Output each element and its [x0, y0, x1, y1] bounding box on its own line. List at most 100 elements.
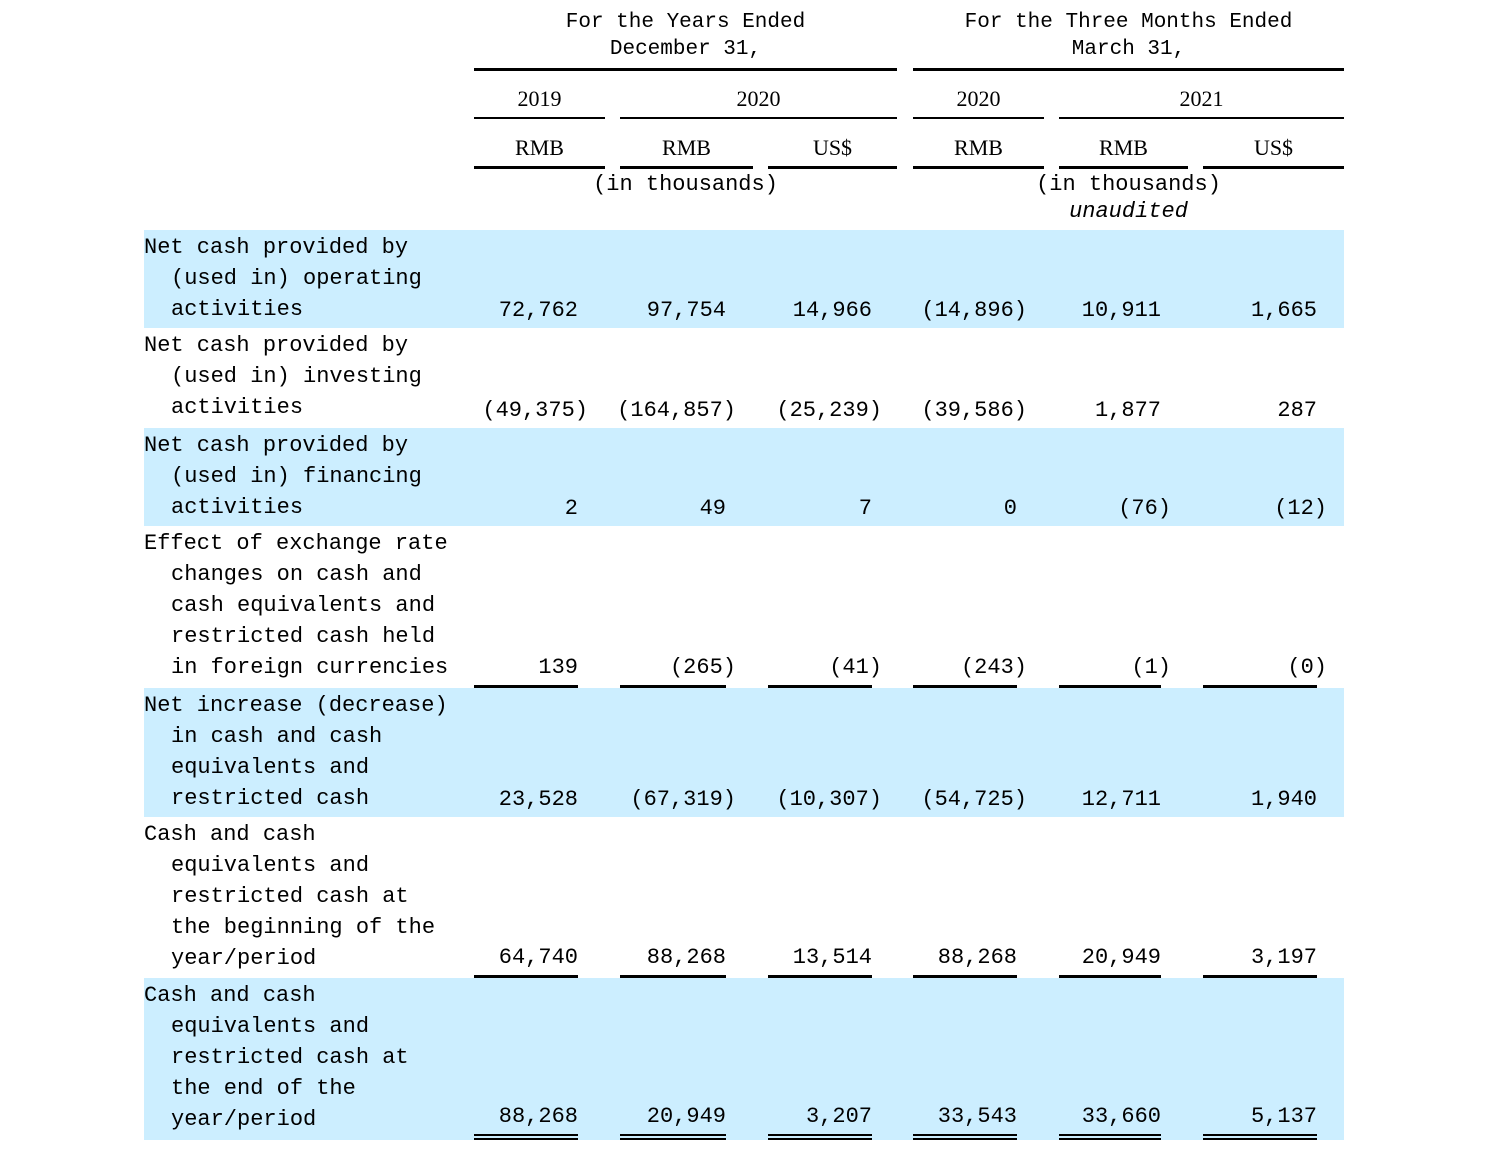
currency-rule	[474, 166, 605, 169]
cell-value: (1)	[1131, 655, 1171, 680]
cell-value: 139	[538, 655, 578, 680]
value-cell: (12)	[1203, 492, 1327, 526]
row-label: Net cash provided by (used in) financing a…	[144, 430, 422, 523]
value-cell: (54,725)	[913, 783, 1027, 817]
header-rule	[474, 68, 897, 71]
row-label-line: Net cash provided by	[144, 333, 409, 358]
cell-value: 72,762	[498, 298, 578, 323]
row-label-line: (used in) operating	[171, 266, 422, 291]
year-2020: 2020	[736, 86, 781, 111]
value-cell: 0	[913, 492, 1017, 526]
table-row: Cash and cash equivalents and restricted c…	[144, 817, 1344, 978]
value-cell: (0)	[1203, 651, 1327, 688]
table-row: Effect of exchange rate changes on cash a…	[144, 526, 1344, 688]
value-cell: 33,660	[1059, 1100, 1161, 1140]
value-cell: (49,375)	[474, 394, 588, 428]
value-cell: 1,877	[1059, 394, 1161, 428]
row-label-line: restricted cash at	[171, 1045, 409, 1070]
table-row: Net cash provided by (used in) investing a…	[144, 328, 1344, 428]
cell-value: (265)	[669, 655, 736, 680]
row-label: Net increase (decrease) in cash and cash e…	[144, 690, 448, 814]
three-months-line1: For the Three Months Ended	[964, 11, 1293, 34]
cell-value: (54,725)	[921, 787, 1027, 812]
row-label-line: equivalents and	[171, 853, 370, 878]
value-cell: (265)	[620, 651, 736, 688]
cell-value: 49	[699, 496, 726, 521]
cell-value: (76)	[1118, 496, 1171, 521]
currency-rule	[768, 166, 897, 169]
cell-value: 1,665	[1250, 298, 1317, 323]
value-cell: 2	[474, 492, 578, 526]
cell-value: 97,754	[646, 298, 726, 323]
value-cell: 7	[768, 492, 872, 526]
cell-value: 88,268	[498, 1104, 578, 1129]
currency-label: RMB	[954, 135, 1003, 160]
value-cell: 88,268	[913, 941, 1017, 978]
row-label: Cash and cash equivalents and restricted c…	[144, 980, 409, 1135]
cell-value: 33,660	[1081, 1104, 1161, 1129]
cell-value: 0	[1003, 496, 1017, 521]
value-cell: 12,711	[1059, 783, 1161, 817]
row-label-line: in foreign currencies	[171, 655, 449, 680]
currency-label: RMB	[515, 135, 564, 160]
year-2019: 2019	[517, 86, 562, 111]
cell-value: (67,319)	[630, 787, 736, 812]
value-cell: 20,949	[620, 1100, 726, 1140]
row-label-line: equivalents and	[171, 755, 370, 780]
units-note-right: (in thousands)	[1036, 172, 1221, 197]
row-label-line: Effect of exchange rate	[144, 531, 448, 556]
value-cell: 3,197	[1203, 941, 1317, 978]
cell-value: 1,877	[1094, 398, 1161, 423]
cell-value: 10,911	[1081, 298, 1161, 323]
row-label-line: activities	[171, 495, 304, 520]
cell-value: (39,586)	[921, 398, 1027, 423]
row-label-line: restricted cash at	[171, 884, 409, 909]
row-label-line: year/period	[171, 1107, 317, 1132]
row-label: Effect of exchange rate changes on cash a…	[144, 528, 448, 683]
year-rule	[474, 117, 605, 119]
value-cell: (14,896)	[913, 294, 1027, 328]
currency-rule	[913, 166, 1044, 169]
cell-value: (0)	[1287, 655, 1327, 680]
years-ended-line2: December 31,	[609, 38, 762, 61]
cell-value: (41)	[829, 655, 882, 680]
value-cell: 5,137	[1203, 1100, 1317, 1140]
row-label-line: in cash and cash	[171, 724, 383, 749]
row-label-line: activities	[171, 297, 304, 322]
row-label-line: year/period	[171, 946, 317, 971]
row-label-line: cash equivalents and	[171, 593, 436, 618]
value-cell: 13,514	[768, 941, 872, 978]
value-cell: 49	[620, 492, 726, 526]
cell-value: 1,940	[1250, 787, 1317, 812]
cell-value: 33,543	[937, 1104, 1017, 1129]
cell-value: 3,197	[1250, 945, 1317, 970]
years-ended-line1: For the Years Ended	[565, 11, 806, 34]
row-label-line: Net increase (decrease)	[144, 693, 448, 718]
currency-rule	[1203, 166, 1344, 169]
year-2021-q: 2021	[1179, 86, 1224, 111]
value-cell: 287	[1203, 394, 1317, 428]
value-cell: (10,307)	[768, 783, 882, 817]
cell-value: 20,949	[1081, 945, 1161, 970]
value-cell: 3,207	[768, 1100, 872, 1140]
row-label-line: the beginning of the	[171, 915, 436, 940]
year-2020-q: 2020	[956, 86, 1001, 111]
row-label-line: Net cash provided by	[144, 433, 409, 458]
row-label: Net cash provided by (used in) investing a…	[144, 330, 422, 423]
cell-value: (14,896)	[921, 298, 1027, 323]
row-label-line: Cash and cash	[144, 983, 316, 1008]
row-label-line: Cash and cash	[144, 822, 316, 847]
table-row: Cash and cash equivalents and restricted c…	[144, 978, 1344, 1140]
value-cell: 1,940	[1203, 783, 1317, 817]
value-cell: (1)	[1059, 651, 1171, 688]
value-cell: 23,528	[474, 783, 578, 817]
cell-value: 13,514	[792, 945, 872, 970]
currency-label: US$	[812, 135, 853, 160]
value-cell: 88,268	[620, 941, 726, 978]
value-cell: (67,319)	[620, 783, 736, 817]
value-cell: 20,949	[1059, 941, 1161, 978]
table-row: Net cash provided by (used in) operating a…	[144, 230, 1344, 328]
cell-value: (49,375)	[482, 398, 588, 423]
value-cell: (25,239)	[768, 394, 882, 428]
